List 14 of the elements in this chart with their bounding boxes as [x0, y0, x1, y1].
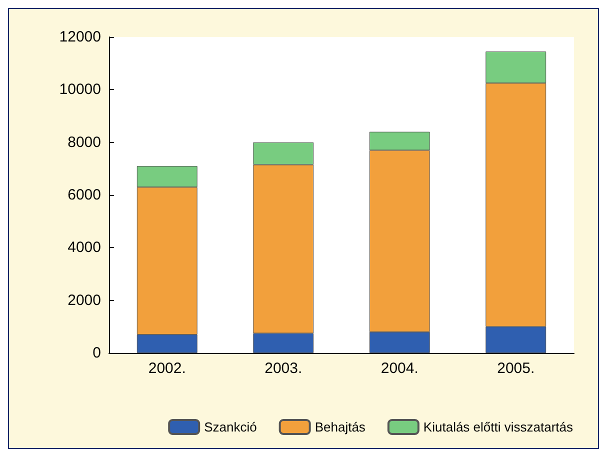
legend-label: Kiutalás előtti visszatartás [423, 420, 574, 434]
x-tick-label: 2003. [264, 360, 302, 377]
y-tick-label: 2000 [68, 292, 101, 309]
y-tick-label: 10000 [59, 81, 101, 98]
y-tick-label: 4000 [68, 239, 101, 256]
x-tick-label: 2004. [380, 360, 418, 377]
y-tick-label: 12000 [59, 28, 101, 46]
y-tick-label: 0 [92, 344, 101, 362]
legend-label: Szankció [204, 420, 257, 434]
y-tick-label: 8000 [68, 134, 101, 151]
x-tick-label: 2005. [497, 360, 535, 377]
legend-label: Behajtás [314, 420, 366, 434]
y-tick-label: 6000 [68, 186, 101, 204]
x-tick-label: 2002. [148, 360, 186, 377]
